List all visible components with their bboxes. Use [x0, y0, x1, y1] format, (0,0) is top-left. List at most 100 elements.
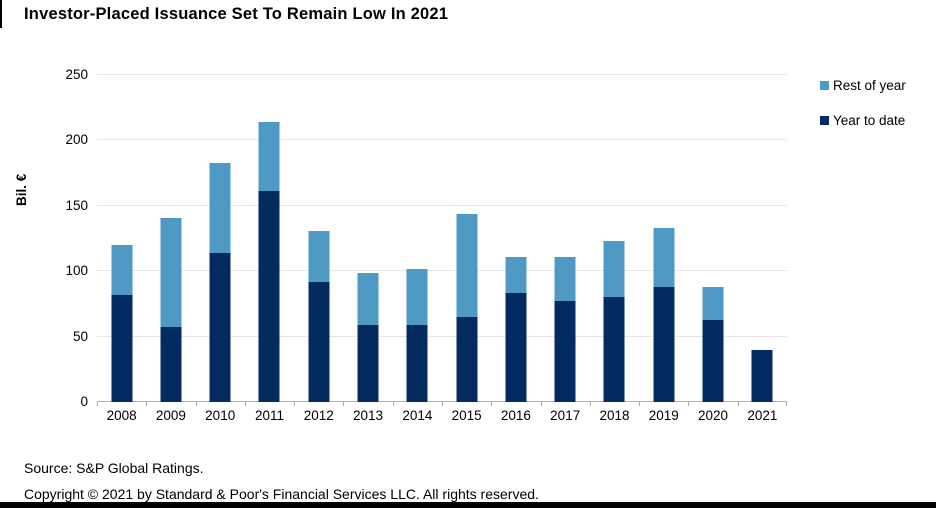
legend: Rest of year Year to date	[820, 78, 906, 148]
x-tick-2009: 2009	[155, 408, 186, 423]
bar-2017	[554, 75, 576, 402]
bar-segment-year-to-date	[406, 324, 428, 402]
x-axis-tick	[294, 402, 296, 406]
bar-segment-rest-of-year	[505, 256, 527, 294]
bar-slot-2016	[491, 75, 540, 406]
bar-segment-year-to-date	[505, 293, 527, 402]
x-axis-tick	[491, 402, 493, 406]
bar-segment-rest-of-year	[357, 272, 379, 325]
x-tick-2010: 2010	[205, 408, 236, 423]
y-tick-250: 250	[65, 67, 88, 82]
bar-2010	[209, 75, 231, 402]
bar-slot-2009	[146, 75, 195, 406]
bar-segment-rest-of-year	[554, 256, 576, 302]
bar-segment-rest-of-year	[308, 230, 330, 282]
x-axis-tick	[244, 402, 246, 406]
bar-segment-year-to-date	[258, 191, 280, 402]
bar-segment-year-to-date	[160, 327, 182, 402]
bar-slot-2019	[639, 75, 688, 406]
bar-2021	[751, 75, 773, 402]
bar-2008	[111, 75, 133, 402]
bar-slot-2011	[244, 75, 294, 406]
bar-segment-rest-of-year	[258, 122, 280, 192]
x-tick-2008: 2008	[106, 408, 137, 423]
bar-2020	[702, 75, 724, 402]
bar-2019	[653, 75, 675, 402]
bar-slot-2018	[589, 75, 639, 406]
y-axis-title: Bil. €	[14, 173, 29, 206]
legend-item-rest-of-year: Rest of year	[820, 78, 906, 93]
bar-2011	[258, 75, 280, 402]
x-axis-tick	[146, 402, 148, 406]
x-tick-2012: 2012	[303, 408, 334, 423]
bar-slot-2017	[540, 75, 590, 406]
bar-2013	[357, 75, 379, 402]
bar-segment-year-to-date	[456, 316, 478, 402]
bar-segment-rest-of-year	[111, 245, 133, 295]
left-edge-mark	[0, 0, 2, 28]
x-tick-2021: 2021	[747, 408, 778, 423]
footer: Source: S&P Global Ratings. Copyright © …	[24, 455, 539, 507]
x-axis-tick	[737, 402, 739, 406]
bar-segment-year-to-date	[603, 297, 625, 402]
x-axis-tick	[392, 402, 394, 406]
bar-segment-rest-of-year	[456, 213, 478, 317]
x-tick-2014: 2014	[402, 408, 433, 423]
bar-2016	[505, 75, 527, 402]
x-axis-tick	[540, 402, 542, 406]
x-axis-tick	[343, 402, 345, 406]
y-tick-100: 100	[65, 263, 88, 279]
y-tick-0: 0	[80, 394, 88, 409]
bar-slot-2013	[343, 75, 392, 406]
y-tick-200: 200	[65, 132, 88, 148]
x-axis-line	[97, 401, 787, 402]
bottom-border	[0, 502, 936, 508]
bar-segment-year-to-date	[111, 294, 133, 402]
x-tick-2016: 2016	[500, 408, 531, 423]
bar-2018	[603, 75, 625, 402]
bar-slot-2021	[737, 75, 787, 406]
x-tick-2013: 2013	[353, 408, 384, 423]
bar-segment-rest-of-year	[209, 162, 231, 253]
bar-2014	[406, 75, 428, 402]
copyright-line: Copyright © 2021 by Standard & Poor's Fi…	[24, 486, 539, 502]
x-axis-tick	[639, 402, 641, 406]
gridline-150	[97, 204, 787, 206]
x-tick-2015: 2015	[451, 408, 482, 423]
bar-segment-year-to-date	[554, 301, 576, 402]
y-axis-tick-labels: 0 50 100 150 200 250	[40, 67, 88, 409]
bar-segment-year-to-date	[308, 281, 330, 402]
x-axis-tick	[195, 402, 197, 406]
y-tick-50: 50	[72, 328, 88, 344]
x-axis-tick	[785, 402, 787, 406]
x-axis-tick	[688, 402, 690, 406]
x-tick-2017: 2017	[550, 408, 581, 423]
x-axis-tick-labels: 2008 2009 2010 2011 2012 2013 2014 2015 2016 2017…	[97, 408, 787, 426]
x-tick-2019: 2019	[648, 408, 679, 423]
y-tick-150: 150	[65, 197, 88, 213]
plot-area	[97, 74, 787, 406]
bar-segment-year-to-date	[357, 324, 379, 402]
legend-swatch-year-to-date-icon	[820, 116, 829, 125]
bar-2009	[160, 75, 182, 402]
legend-label: Year to date	[833, 113, 906, 128]
bar-segment-rest-of-year	[603, 241, 625, 298]
bar-segment-year-to-date	[702, 319, 724, 402]
bar-2015	[456, 75, 478, 402]
bar-segment-year-to-date	[653, 286, 675, 402]
bar-slot-2015	[442, 75, 491, 406]
x-tick-2011: 2011	[254, 408, 284, 423]
gridline-50	[97, 335, 787, 337]
bar-slot-2010	[195, 75, 245, 406]
x-axis-tick	[97, 402, 98, 406]
bar-segment-rest-of-year	[160, 217, 182, 328]
bar-segment-rest-of-year	[702, 286, 724, 320]
gridline-100	[97, 270, 787, 272]
bar-segment-rest-of-year	[653, 228, 675, 287]
bar-slot-2014	[392, 75, 442, 406]
gridline-200	[97, 139, 787, 141]
x-tick-2020: 2020	[698, 408, 729, 423]
legend-label: Rest of year	[833, 78, 906, 93]
source-line: Source: S&P Global Ratings.	[24, 460, 204, 476]
